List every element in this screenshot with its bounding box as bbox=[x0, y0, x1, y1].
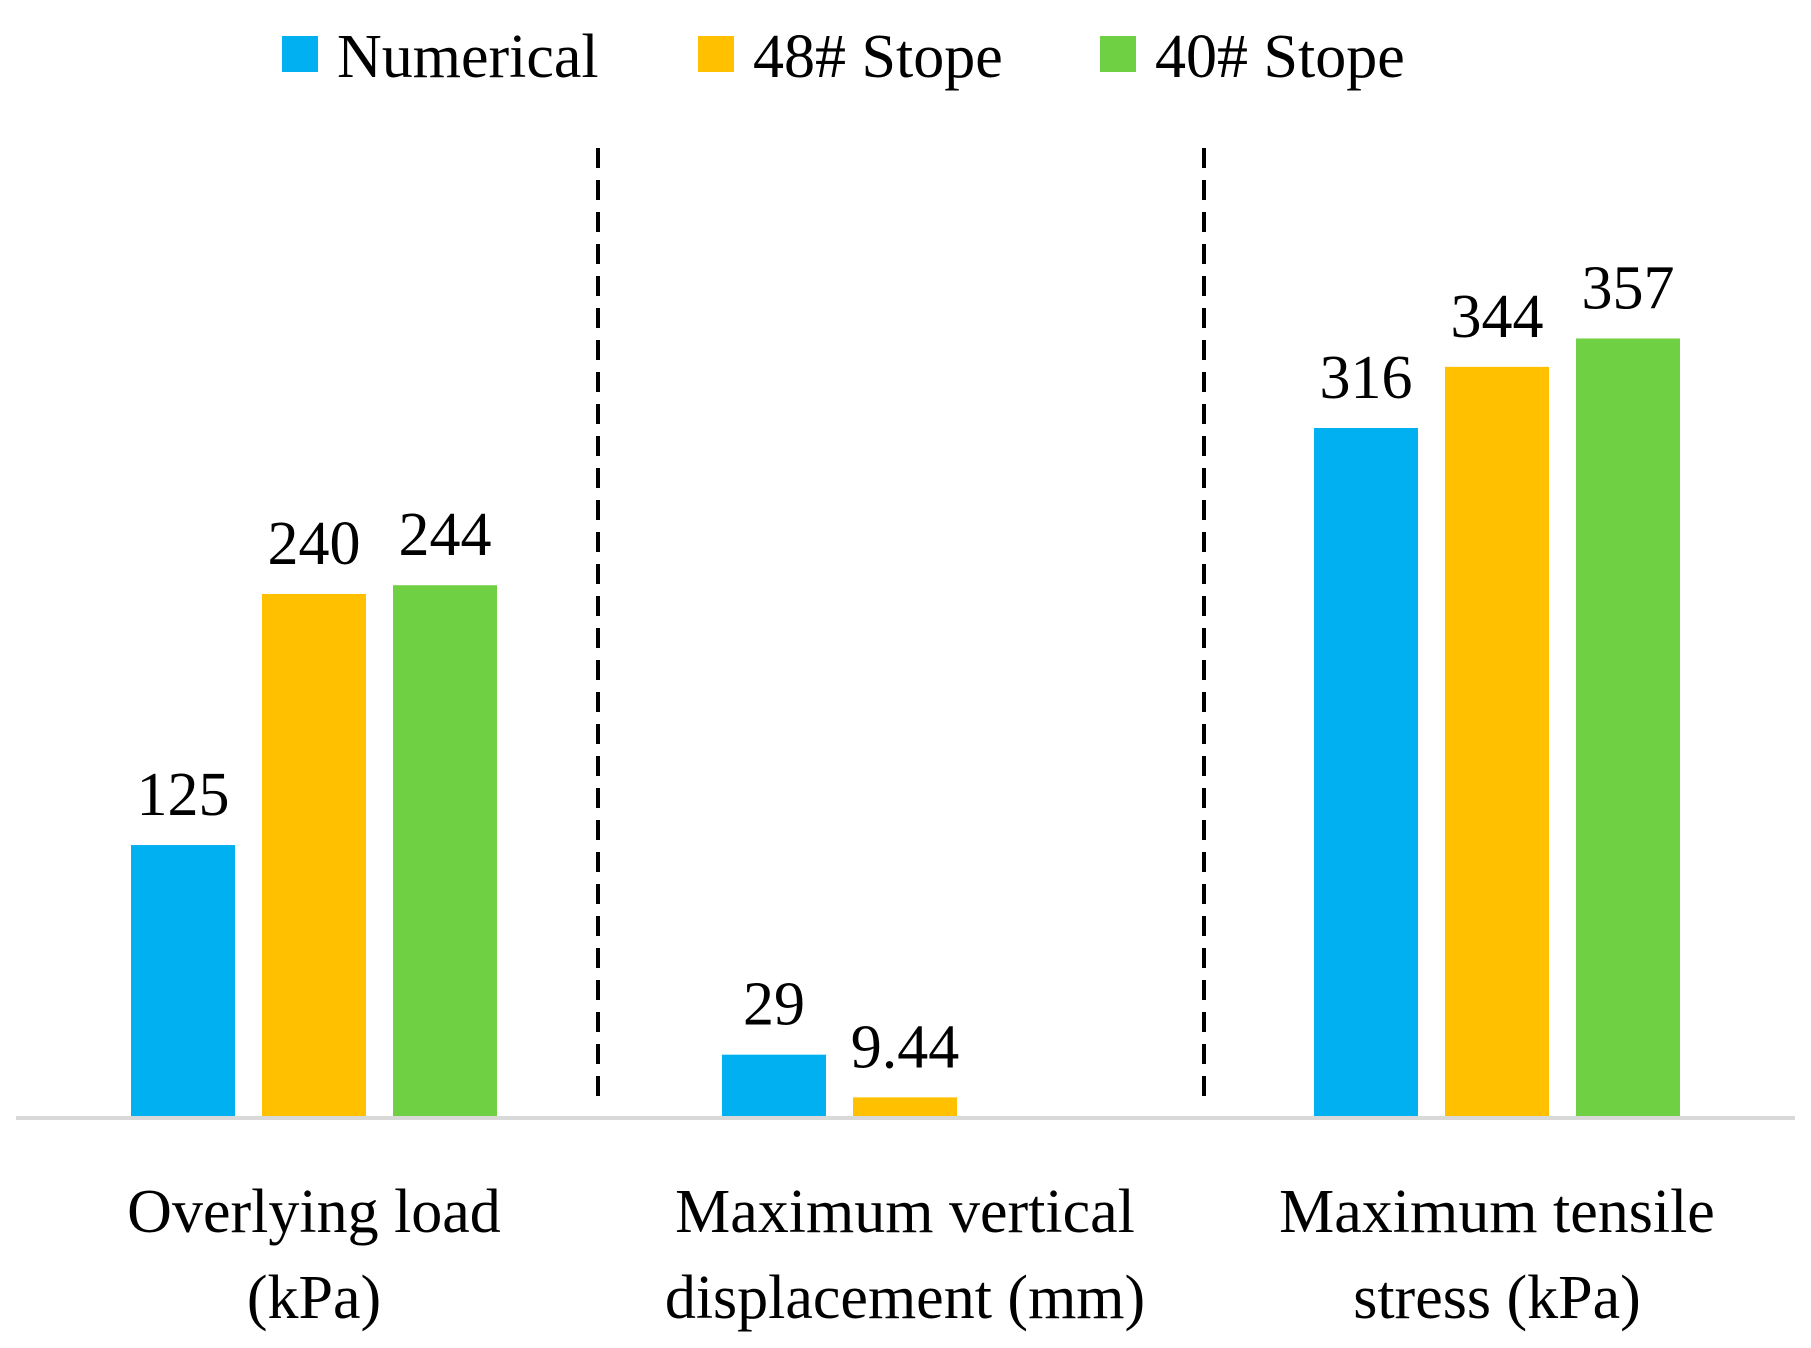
data-labels: 125 29 316 240 9.44 344 244 357 bbox=[137, 254, 1675, 1081]
legend-label-2: 48# Stope bbox=[753, 23, 1003, 91]
bar-series1-group1 bbox=[131, 845, 235, 1118]
category-label-1-line-1: Overlying load bbox=[127, 1178, 501, 1246]
bars bbox=[131, 338, 1680, 1119]
data-label-series1-group3: 316 bbox=[1320, 344, 1413, 412]
category-label-2-line-1: Maximum vertical bbox=[675, 1178, 1135, 1246]
category-label-3-line-2: stress (kPa) bbox=[1353, 1264, 1641, 1332]
legend-label-1: Numerical bbox=[337, 23, 599, 91]
bar-series2-group2 bbox=[853, 1097, 957, 1118]
legend-swatch-3 bbox=[1100, 36, 1136, 72]
data-label-series1-group2: 29 bbox=[743, 971, 805, 1039]
bar-series1-group2 bbox=[722, 1054, 826, 1118]
category-label-2-line-2: displacement (mm) bbox=[665, 1264, 1145, 1332]
legend-swatch-2 bbox=[698, 36, 734, 72]
category-label-1-line-2: (kPa) bbox=[247, 1264, 381, 1332]
legend: Numerical 48# Stope 40# Stope bbox=[282, 23, 1405, 91]
data-label-series2-group3: 344 bbox=[1451, 283, 1544, 351]
category-labels: Overlying load (kPa) Maximum vertical displ… bbox=[127, 1178, 1715, 1332]
data-label-series2-group1: 240 bbox=[268, 510, 361, 578]
bar-series2-group1 bbox=[262, 593, 366, 1118]
bar-series2-group3 bbox=[1445, 366, 1549, 1119]
data-label-series3-group1: 244 bbox=[399, 501, 492, 569]
data-label-series1-group1: 125 bbox=[137, 761, 230, 829]
group-separators bbox=[596, 148, 1206, 1108]
legend-swatch-1 bbox=[282, 36, 318, 72]
bar-series3-group3 bbox=[1576, 338, 1680, 1119]
data-label-series2-group2: 9.44 bbox=[851, 1013, 960, 1081]
data-label-series3-group3: 357 bbox=[1582, 254, 1675, 322]
legend-label-3: 40# Stope bbox=[1155, 23, 1405, 91]
bar-series3-group1 bbox=[393, 585, 497, 1118]
category-label-3-line-1: Maximum tensile bbox=[1279, 1178, 1715, 1246]
bar-series1-group3 bbox=[1314, 428, 1418, 1118]
